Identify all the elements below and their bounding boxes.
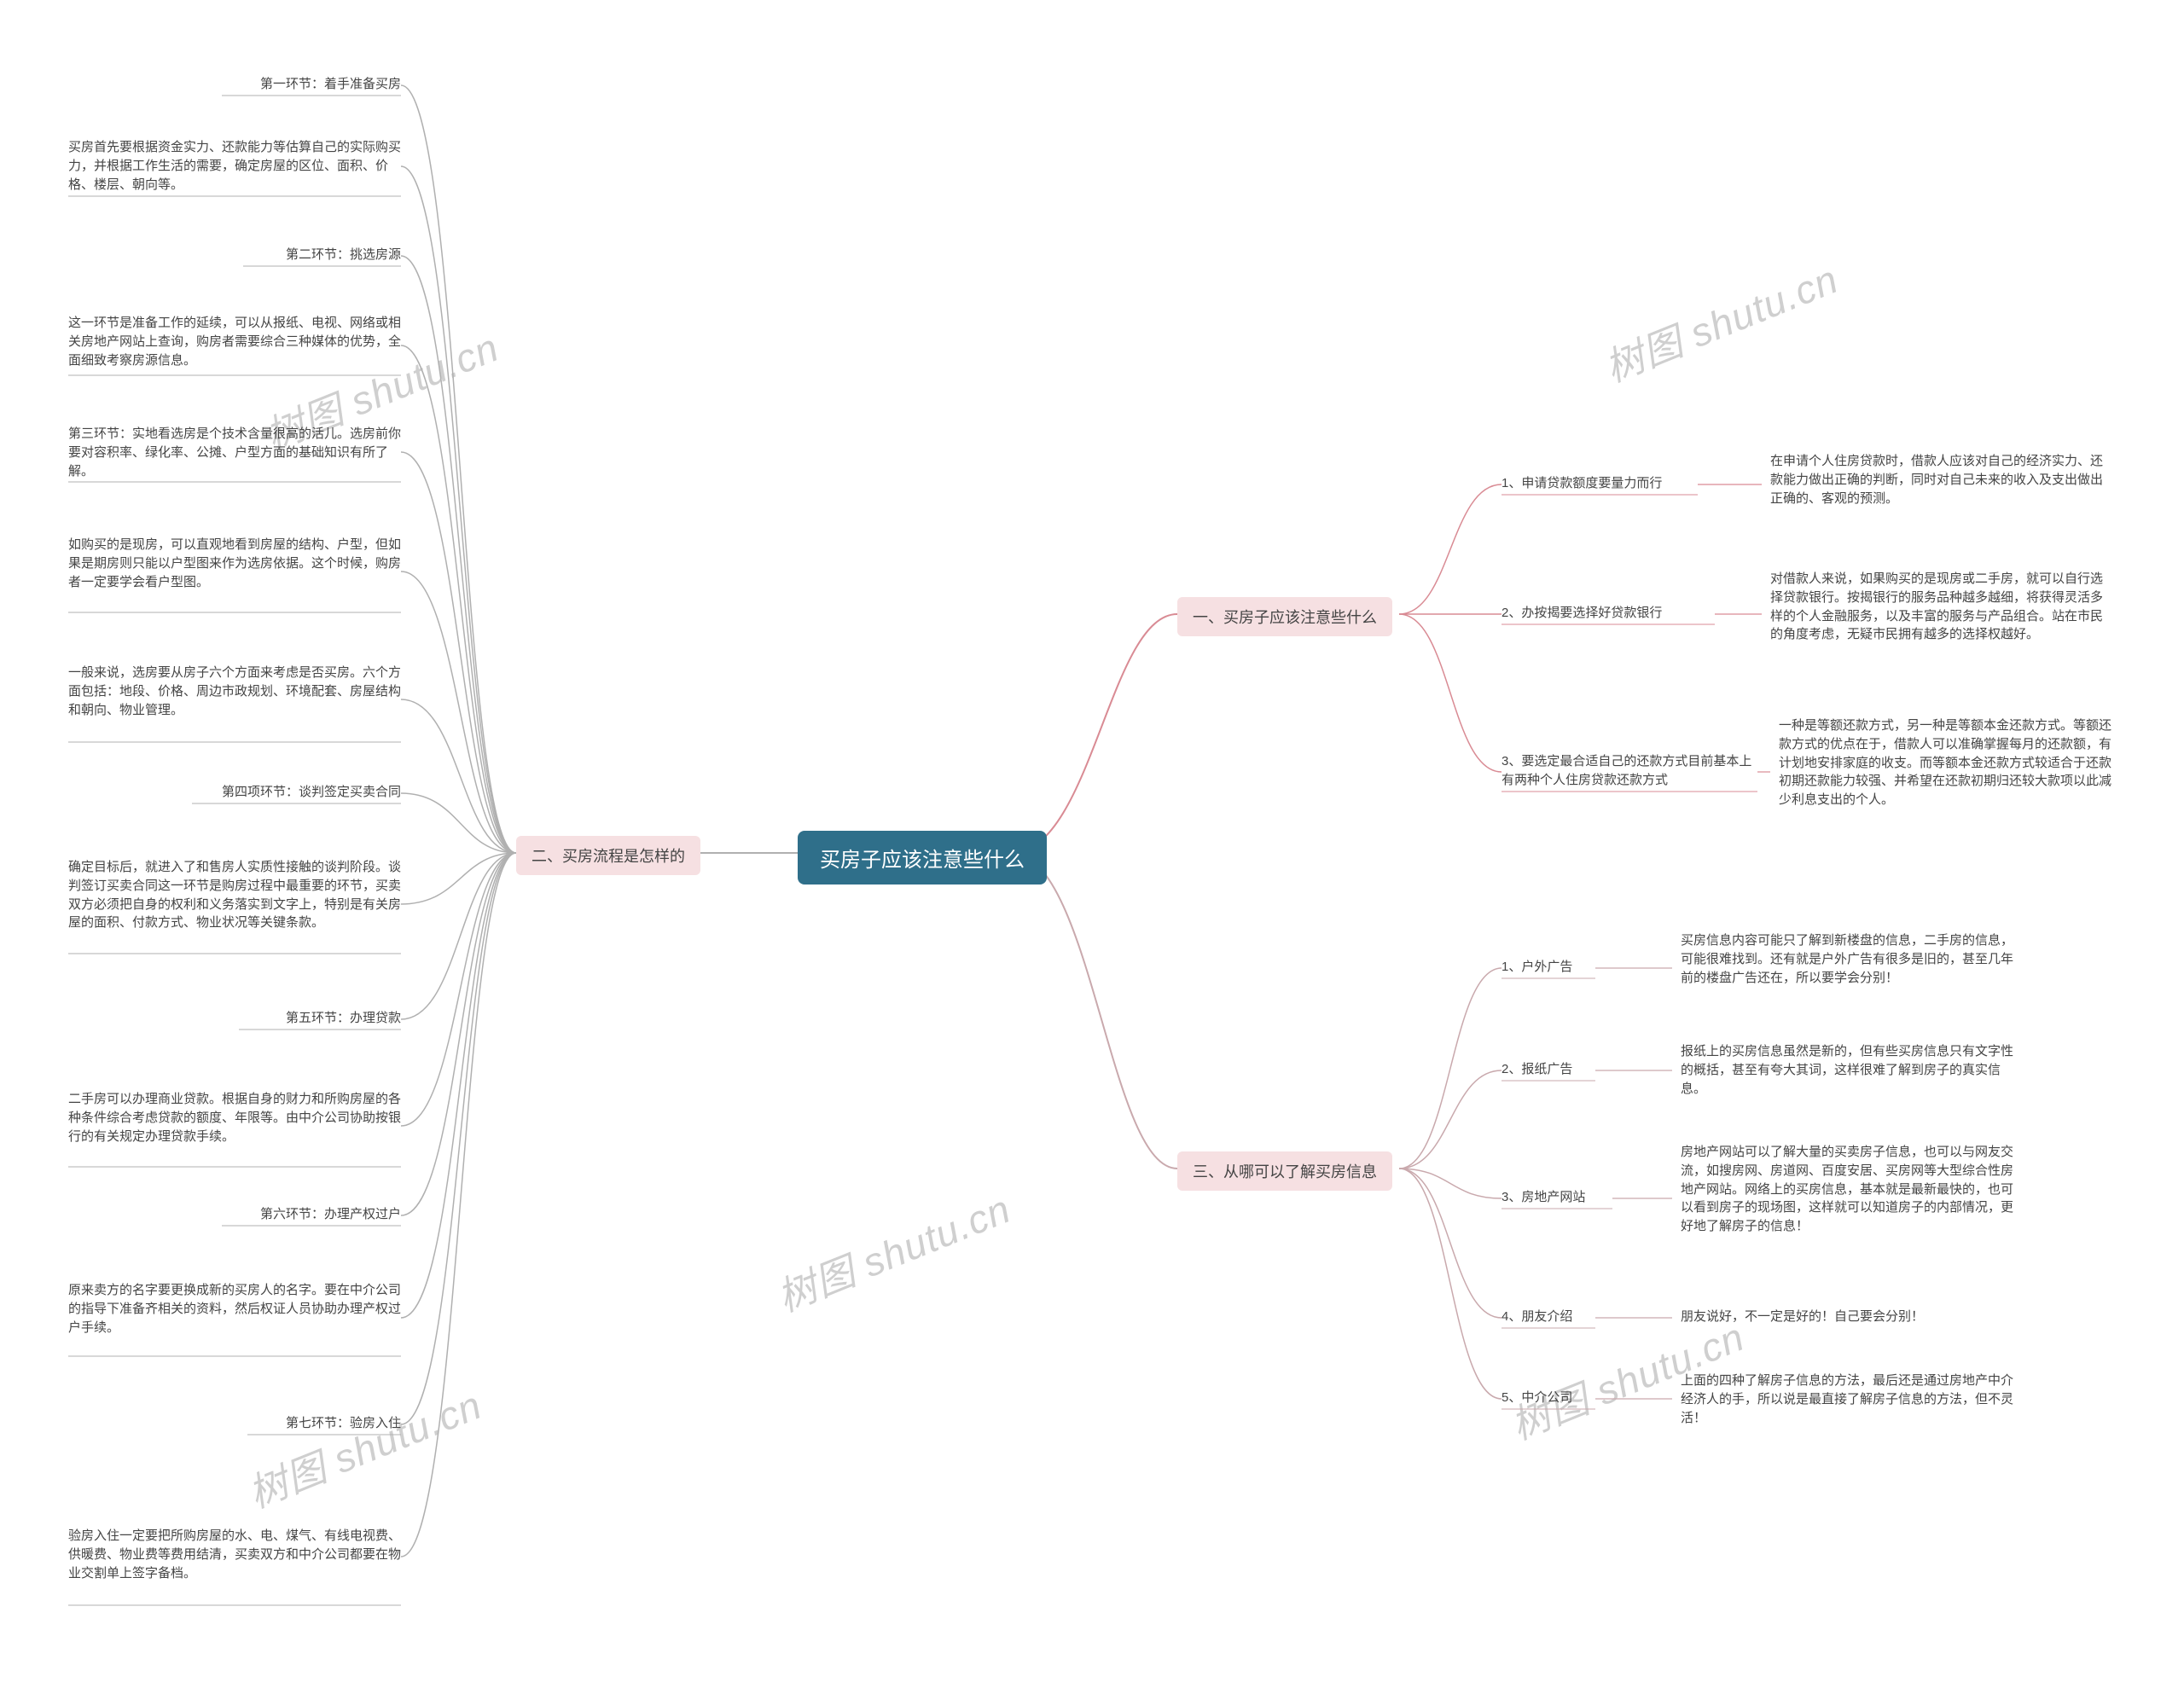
leaf-r3c-desc: 房地产网站可以了解大量的买卖房子信息，也可以与网友交流，如搜房网、房道网、百度安… (1681, 1143, 2022, 1236)
leaf-r3e-label[interactable]: 5、中介公司 (1502, 1389, 1572, 1407)
watermark: 树图 shutu.cn (768, 1178, 1018, 1323)
leaf-r3a-label[interactable]: 1、户外广告 (1502, 958, 1572, 977)
leaf-l1[interactable]: 第一环节：着手准备买房 (68, 75, 401, 94)
leaf-r1c-label[interactable]: 3、要选定最合适自己的还款方式目前基本上有两种个人住房贷款还款方式 (1502, 752, 1757, 790)
leaf-l3d2: 如购买的是现房，可以直观地看到房屋的结构、户型，但如果是期房则只能以户型图来作为… (68, 536, 401, 591)
leaf-l4[interactable]: 第四项环节：谈判签定买卖合同 (68, 783, 401, 802)
leaf-l6[interactable]: 第六环节：办理产权过户 (68, 1205, 401, 1224)
leaf-r1b-desc: 对借款人来说，如果购买的是现房或二手房，就可以自行选择贷款银行。按揭银行的服务品… (1770, 570, 2103, 644)
branch-1[interactable]: 一、买房子应该注意些什么 (1177, 597, 1392, 636)
leaf-l5[interactable]: 第五环节：办理贷款 (68, 1009, 401, 1028)
leaf-r1a-desc: 在申请个人住房贷款时，借款人应该对自己的经济实力、还款能力做出正确的判断，同时对… (1770, 452, 2103, 508)
leaf-r3d-label[interactable]: 4、朋友介绍 (1502, 1308, 1572, 1326)
leaf-r1b-label[interactable]: 2、办按揭要选择好贷款银行 (1502, 604, 1662, 623)
leaf-l2d: 这一环节是准备工作的延续，可以从报纸、电视、网络或相关房地产网站上查询，购房者需… (68, 314, 401, 369)
leaf-l6d: 原来卖方的名字要更换成新的买房人的名字。要在中介公司的指导下准备齐相关的资料，然… (68, 1281, 401, 1337)
leaf-l7d: 验房入住一定要把所购房屋的水、电、煤气、有线电视费、供暖费、物业费等费用结清，买… (68, 1527, 401, 1582)
leaf-r1c-desc: 一种是等额还款方式，另一种是等额本金还款方式。等额还款方式的优点在于，借款人可以… (1779, 716, 2111, 809)
branch-3[interactable]: 三、从哪可以了解买房信息 (1177, 1151, 1392, 1191)
leaf-l7[interactable]: 第七环节：验房入住 (68, 1414, 401, 1433)
leaf-l3d1: 第三环节：实地看选房是个技术含量很高的活儿。选房前你要对容积率、绿化率、公摊、户… (68, 425, 401, 480)
leaf-l2[interactable]: 第二环节：挑选房源 (68, 246, 401, 264)
leaf-l3d3: 一般来说，选房要从房子六个方面来考虑是否买房。六个方面包括：地段、价格、周边市政… (68, 664, 401, 719)
leaf-r3d-desc: 朋友说好，不一定是好的！自己要会分别！ (1681, 1308, 2022, 1326)
leaf-l1d: 买房首先要根据资金实力、还款能力等估算自己的实际购买力，并根据工作生活的需要，确… (68, 138, 401, 194)
leaf-r3b-desc: 报纸上的买房信息虽然是新的，但有些买房信息只有文字性的概括，甚至有夸大其词，这样… (1681, 1042, 2022, 1098)
leaf-r1a-label[interactable]: 1、申请贷款额度要量力而行 (1502, 474, 1662, 493)
leaf-r3e-desc: 上面的四种了解房子信息的方法，最后还是通过房地产中介经济人的手，所以说是最直接了… (1681, 1372, 2022, 1427)
watermark: 树图 shutu.cn (1595, 248, 1845, 393)
leaf-r3b-label[interactable]: 2、报纸广告 (1502, 1060, 1572, 1079)
mindmap-canvas: 树图 shutu.cn 树图 shutu.cn 树图 shutu.cn 树图 s… (0, 0, 2184, 1682)
branch-2[interactable]: 二、买房流程是怎样的 (516, 836, 700, 875)
leaf-r3c-label[interactable]: 3、房地产网站 (1502, 1188, 1585, 1207)
leaf-l5d: 二手房可以办理商业贷款。根据自身的财力和所购房屋的各种条件综合考虑贷款的额度、年… (68, 1090, 401, 1146)
leaf-r3a-desc: 买房信息内容可能只了解到新楼盘的信息，二手房的信息，可能很难找到。还有就是户外广… (1681, 931, 2022, 987)
watermark: 树图 shutu.cn (239, 1374, 489, 1519)
leaf-l4d: 确定目标后，就进入了和售房人实质性接触的谈判阶段。谈判签订买卖合同这一环节是购房… (68, 858, 401, 932)
center-topic[interactable]: 买房子应该注意些什么 (798, 831, 1047, 884)
